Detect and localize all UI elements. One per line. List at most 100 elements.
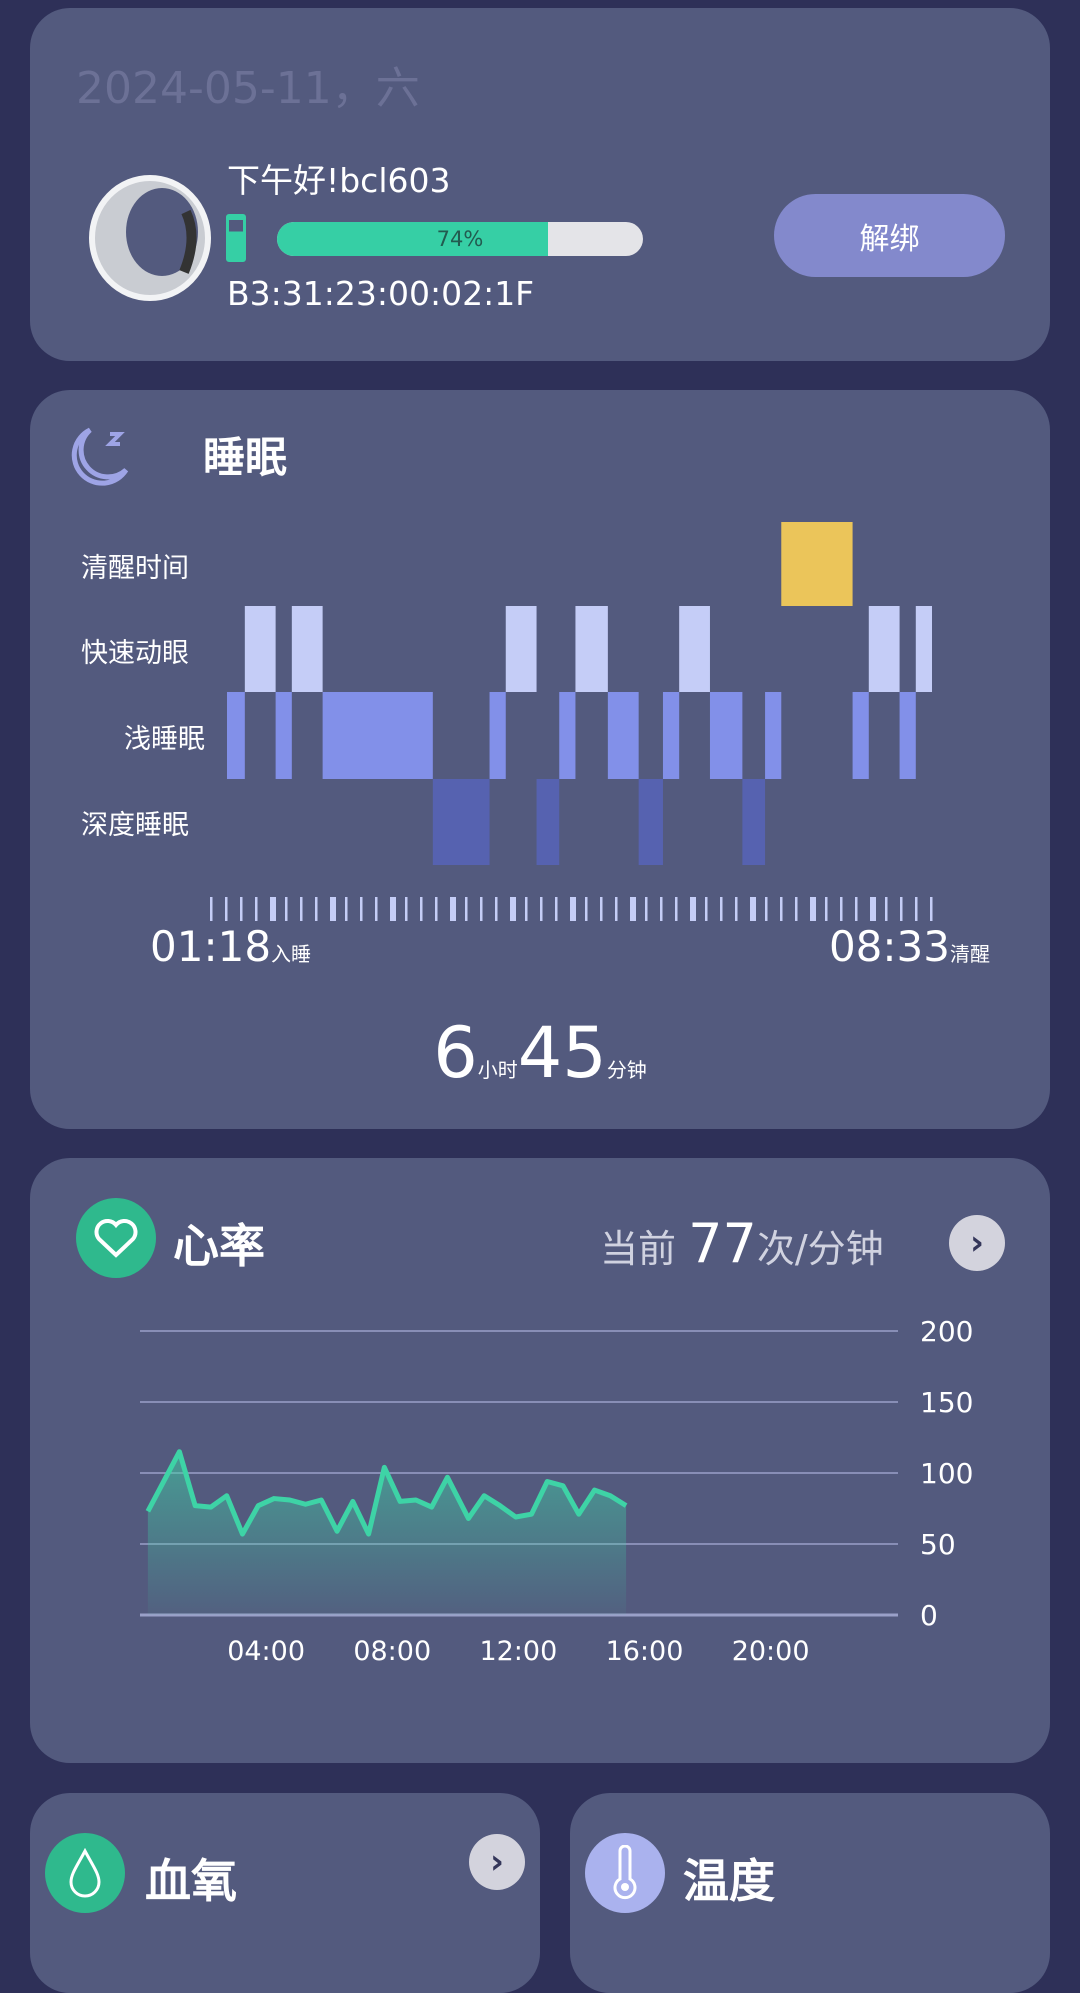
timeline-tick [270,897,276,921]
timeline-tick [285,897,288,921]
timeline-tick [765,897,768,921]
timeline-tick [435,897,438,921]
sleep-end: 08:33清醒 [829,922,990,971]
sleep-segment-rem [869,606,900,692]
timeline-tick [615,897,618,921]
timeline-tick [885,897,888,921]
y-tick-label: 100 [920,1457,973,1490]
timeline-tick [315,897,318,921]
x-tick-label: 08:00 [353,1636,431,1667]
timeline-tick [570,897,576,921]
timeline-tick [750,897,756,921]
sleep-start-time: 01:18 [150,922,271,971]
timeline-tick [705,897,708,921]
timeline-tick [525,897,528,921]
timeline-tick [375,897,378,921]
timeline-tick [645,897,648,921]
heart-rate-chart: 200 150 100 50 0 04:00 08:00 12:00 16:00 20:00 [0,1300,1080,1680]
duration-hours: 6 [433,1012,478,1094]
sleep-segment-rem [245,606,276,692]
duration-minutes: 45 [518,1012,607,1094]
heart-title: 心率 [173,1210,265,1276]
timeline-tick [720,897,723,921]
timeline-tick [450,897,456,921]
timeline-tick [360,897,363,921]
temperature-title: 温度 [683,1845,775,1911]
y-tick-label: 150 [920,1386,973,1419]
heart-current: 当前 77次/分钟 [600,1212,884,1275]
timeline-tick [810,897,816,921]
x-tick-label: 16:00 [606,1636,684,1667]
hours-unit: 小时 [478,1058,518,1082]
sleep-segment-rem [506,606,537,692]
sleep-segment-light [608,692,639,779]
timeline-tick [480,897,483,921]
timeline-tick [840,897,843,921]
current-unit: 次/分钟 [757,1227,884,1271]
timeline-tick [345,897,348,921]
timeline-tick [255,897,258,921]
timeline-tick [780,897,783,921]
timeline-tick [555,897,558,921]
sleep-segment-awake [781,522,852,606]
sleep-segment-light [710,692,742,779]
timeline-tick [405,897,408,921]
x-tick-label: 20:00 [732,1636,810,1667]
sleep-segment-deep [742,779,765,865]
sleep-segment-rem [679,606,710,692]
timeline-tick [510,897,516,921]
spo2-detail-chevron-icon[interactable]: › [469,1834,525,1890]
sleep-segment-light [900,692,916,779]
timeline-tick [855,897,858,921]
timeline-tick [900,897,903,921]
timeline-tick [870,897,876,921]
sleep-hypnogram [0,0,1080,930]
sleep-segment-light [853,692,869,779]
timeline-tick [300,897,303,921]
sleep-segment-light [227,692,245,779]
timeline-tick [795,897,798,921]
timeline-tick [330,897,336,921]
timeline-tick [735,897,738,921]
timeline-tick [495,897,498,921]
timeline-tick [930,897,933,921]
sleep-segment-rem [916,606,932,692]
y-tick-label: 50 [920,1528,956,1561]
y-tick-label: 0 [920,1599,938,1632]
timeline-tick [585,897,588,921]
sleep-segment-deep [433,779,490,865]
timeline-tick [390,897,396,921]
sleep-segment-light [559,692,575,779]
sleep-segment-deep [537,779,560,865]
heart-detail-chevron-icon[interactable]: › [949,1215,1005,1271]
timeline-tick [240,897,243,921]
x-tick-label: 12:00 [479,1636,557,1667]
sleep-segment-light [765,692,781,779]
y-tick-label: 200 [920,1315,973,1348]
sleep-segment-rem [575,606,607,692]
timeline-tick [210,897,213,921]
current-value: 77 [688,1212,757,1275]
sleep-segment-light [323,692,433,779]
minutes-unit: 分钟 [607,1058,647,1082]
sleep-segment-rem [292,606,323,692]
timeline-tick [630,897,636,921]
thermometer-icon [585,1833,665,1913]
sleep-start: 01:18入睡 [150,922,311,971]
sleep-segment-light [276,692,292,779]
current-label: 当前 [600,1227,676,1271]
timeline-tick [675,897,678,921]
timeline-tick [540,897,543,921]
sleep-duration: 6小时45分钟 [0,1012,1080,1094]
timeline-tick [225,897,228,921]
oxygen-drop-icon [45,1833,125,1913]
sleep-segment-deep [639,779,663,865]
timeline-tick [420,897,423,921]
sleep-segment-light [663,692,679,779]
sleep-end-time: 08:33 [829,922,950,971]
timeline-tick [915,897,918,921]
x-tick-label: 04:00 [227,1636,305,1667]
heart-icon [76,1198,156,1278]
timeline-tick [825,897,828,921]
timeline-tick [600,897,603,921]
